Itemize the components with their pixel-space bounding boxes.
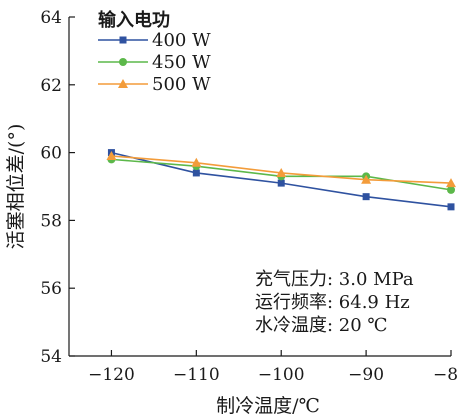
legend-item: 400 W	[98, 30, 211, 51]
data-point	[277, 179, 285, 187]
data-point	[191, 157, 202, 167]
x-tick-label: −110	[173, 365, 220, 385]
y-tick-label: 58	[40, 211, 62, 231]
legend-item: 450 W	[98, 52, 211, 73]
legend-label: 450 W	[152, 52, 211, 73]
data-point	[276, 167, 287, 177]
data-point	[447, 185, 455, 194]
x-tick-label: −90	[348, 365, 384, 385]
legend-label: 400 W	[152, 30, 211, 51]
legend-label: 500 W	[152, 74, 211, 95]
annotation-text: 运行频率: 64.9 Hz	[255, 292, 410, 313]
series-2	[106, 150, 456, 188]
y-tick-label: 56	[40, 279, 62, 299]
y-tick-label: 64	[40, 8, 62, 28]
data-point	[362, 193, 370, 201]
x-tick-label: −80	[433, 365, 457, 385]
x-tick-label: −100	[258, 365, 305, 385]
legend-title: 输入电功	[98, 9, 170, 31]
annotation-text: 水冷温度: 20 ℃	[255, 315, 388, 336]
x-axis-title: 制冷温度/℃	[216, 395, 320, 417]
data-point	[192, 169, 200, 177]
data-point	[447, 203, 455, 211]
data-point	[106, 150, 117, 160]
data-point	[361, 174, 372, 184]
legend-marker	[118, 79, 128, 88]
annotation-text: 充气压力: 3.0 MPa	[255, 269, 414, 290]
y-axis-title: 活塞相位差/(°)	[5, 124, 27, 250]
y-tick-label: 60	[40, 144, 62, 164]
legend-item: 500 W	[98, 74, 211, 95]
y-tick-label: 62	[40, 76, 62, 96]
x-tick-label: −120	[88, 365, 135, 385]
legend-marker	[119, 58, 127, 66]
legend-marker	[119, 36, 127, 44]
series-group	[106, 149, 456, 211]
axes-group: 54 56 58 60 62 64 −120 −110 −100 −90 −80 制冷温度/℃ 活塞相位…	[5, 8, 457, 417]
y-tick-label: 54	[40, 347, 62, 367]
data-point	[446, 178, 456, 188]
